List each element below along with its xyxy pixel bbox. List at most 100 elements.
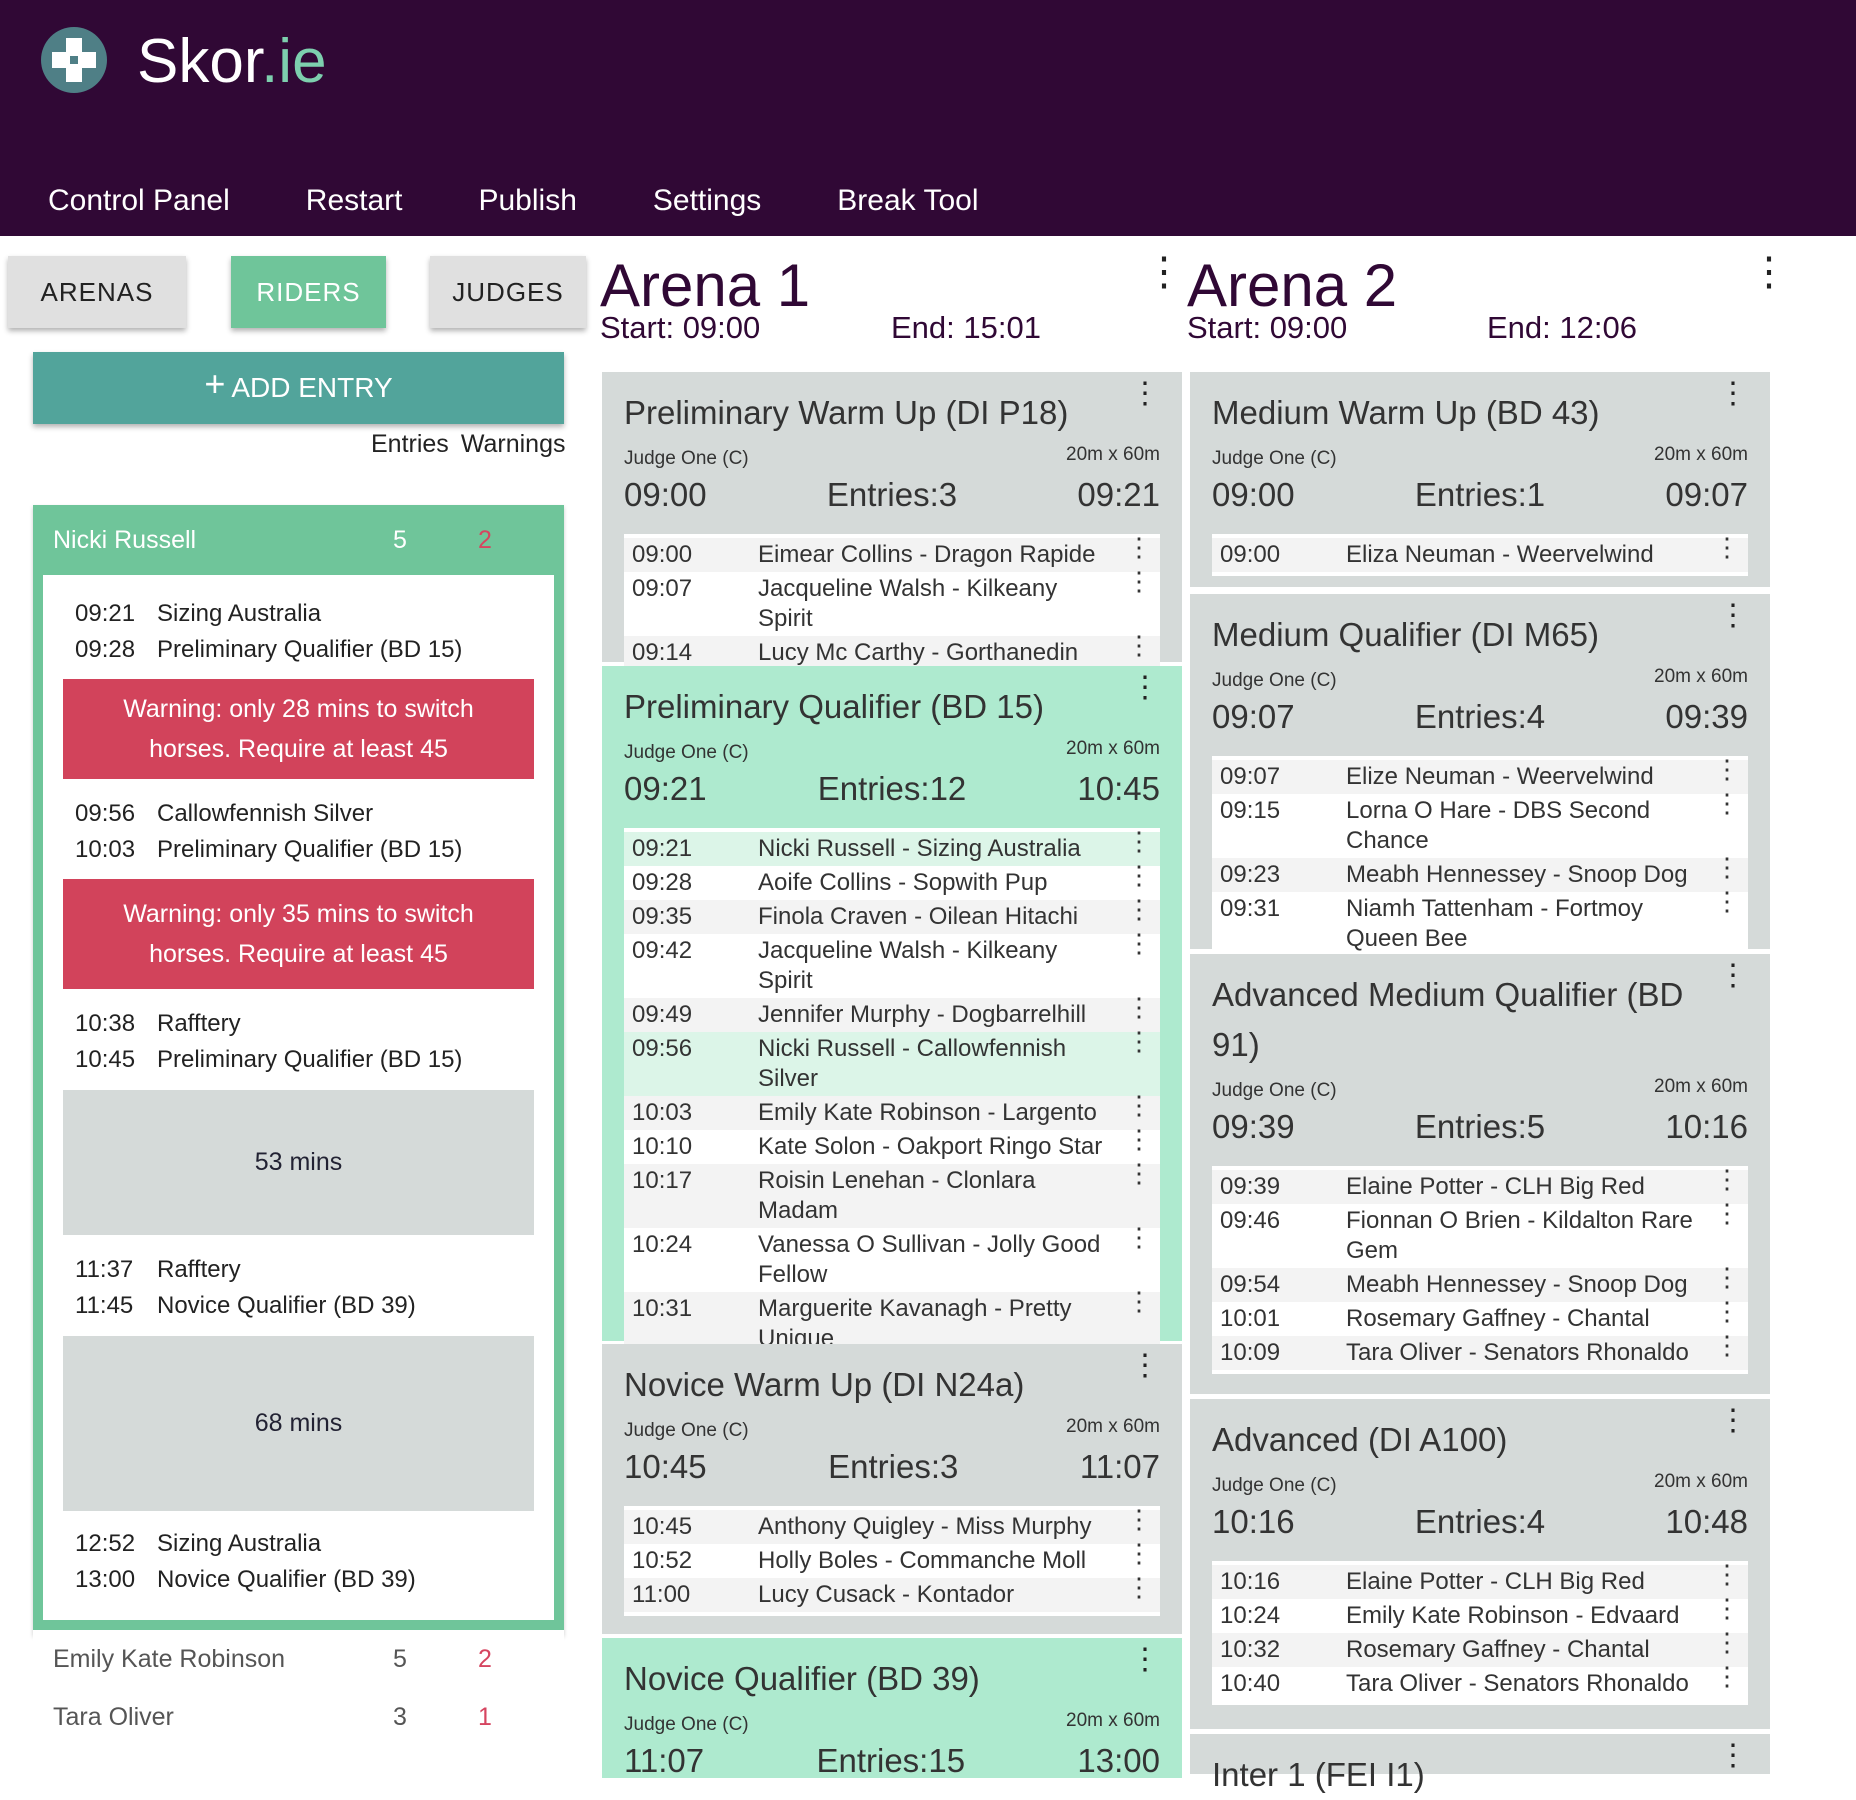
entry-row[interactable]: 09:54 Meabh Hennessey - Snoop Dog ⋮ bbox=[1212, 1262, 1748, 1302]
entry-row[interactable]: 10:24 Vanessa O Sullivan - Jolly Good Fel… bbox=[624, 1222, 1160, 1292]
class-card[interactable]: Preliminary Warm Up (DI P18) ⋮ Judge One (… bbox=[602, 372, 1182, 704]
entry-row[interactable]: 09:07 Elize Neuman - Weervelwind ⋮ bbox=[1212, 754, 1748, 794]
ride-horse-line: 09:56 Callowfennish Silver bbox=[75, 800, 374, 827]
class-menu-icon[interactable]: ⋮ bbox=[1718, 1404, 1748, 1437]
entry-menu-icon[interactable]: ⋮ bbox=[1126, 992, 1152, 1022]
entry-menu-icon[interactable]: ⋮ bbox=[1126, 532, 1152, 562]
entry-menu-icon[interactable]: ⋮ bbox=[1126, 1504, 1152, 1534]
entry-row[interactable]: 09:35 Finola Craven - Oilean Hitachi ⋮ bbox=[624, 894, 1160, 934]
entry-row[interactable]: 09:23 Meabh Hennessey - Snoop Dog ⋮ bbox=[1212, 852, 1748, 892]
class-menu-icon[interactable]: ⋮ bbox=[1718, 1739, 1748, 1772]
entry-row[interactable]: 09:39 Elaine Potter - CLH Big Red ⋮ bbox=[1212, 1164, 1748, 1204]
class-card[interactable]: Novice Qualifier (BD 39) ⋮ Judge One (C) 20… bbox=[602, 1638, 1182, 1779]
arena-menu-icon[interactable]: ⋮ bbox=[1749, 250, 1789, 294]
entry-row[interactable]: 10:09 Tara Oliver - Senators Rhonaldo ⋮ bbox=[1212, 1330, 1748, 1370]
entry-time: 09:39 bbox=[1220, 1173, 1281, 1200]
class-card[interactable]: Medium Warm Up (BD 43) ⋮ Judge One (C) 20m … bbox=[1190, 372, 1770, 587]
nav-control-panel[interactable]: Control Panel bbox=[48, 184, 230, 217]
entry-menu-icon[interactable]: ⋮ bbox=[1126, 894, 1152, 924]
entry-menu-icon[interactable]: ⋮ bbox=[1714, 1559, 1740, 1589]
class-end-time: 10:16 bbox=[1665, 1108, 1748, 1145]
entry-menu-icon[interactable]: ⋮ bbox=[1714, 886, 1740, 916]
entry-menu-icon[interactable]: ⋮ bbox=[1714, 1296, 1740, 1326]
entry-row[interactable]: 10:03 Emily Kate Robinson - Largento ⋮ bbox=[624, 1090, 1160, 1130]
entry-menu-icon[interactable]: ⋮ bbox=[1126, 566, 1152, 596]
class-card[interactable]: Preliminary Qualifier (BD 15) ⋮ Judge One … bbox=[602, 666, 1182, 1394]
entry-menu-icon[interactable]: ⋮ bbox=[1714, 532, 1740, 562]
entry-row[interactable]: 09:42 Jacqueline Walsh - Kilkeany Spirit ⋮ bbox=[624, 928, 1160, 998]
entry-menu-icon[interactable]: ⋮ bbox=[1126, 928, 1152, 958]
class-menu-icon[interactable]: ⋮ bbox=[1718, 959, 1748, 992]
selected-rider-header[interactable]: Nicki Russell 5 2 bbox=[33, 505, 564, 575]
entry-row[interactable]: 10:10 Kate Solon - Oakport Ringo Star ⋮ bbox=[624, 1124, 1160, 1164]
class-card[interactable]: Advanced (DI A100) ⋮ Judge One (C) 20m x 60… bbox=[1190, 1399, 1770, 1729]
class-end-time: 09:07 bbox=[1665, 476, 1748, 513]
entry-rider-horse: Jennifer Murphy - Dogbarrelhill bbox=[758, 1001, 1087, 1028]
class-menu-icon[interactable]: ⋮ bbox=[1130, 1349, 1160, 1382]
class-card[interactable]: Inter 1 (FEI I1) ⋮ bbox=[1190, 1734, 1770, 1793]
add-entry-button[interactable]: + ADD ENTRY bbox=[33, 352, 564, 424]
entry-row[interactable]: 09:49 Jennifer Murphy - Dogbarrelhill ⋮ bbox=[624, 992, 1160, 1032]
entry-row[interactable]: 09:07 Jacqueline Walsh - Kilkeany Spirit ⋮ bbox=[624, 566, 1160, 636]
entry-row[interactable]: 09:00 Eimear Collins - Dragon Rapide ⋮ bbox=[624, 532, 1160, 572]
nav-restart[interactable]: Restart bbox=[305, 184, 403, 217]
class-card[interactable]: Novice Warm Up (DI N24a) ⋮ Judge One (C) 20… bbox=[602, 1344, 1182, 1634]
rider-name: Nicki Russell bbox=[53, 525, 197, 554]
rider-list-item[interactable]: Emily Kate Robinson 5 2 bbox=[33, 1630, 564, 1688]
entry-row[interactable]: 09:31 Niamh Tattenham - Fortmoy Queen Bee… bbox=[1212, 886, 1748, 956]
entry-menu-icon[interactable]: ⋮ bbox=[1126, 1124, 1152, 1154]
entry-menu-icon[interactable]: ⋮ bbox=[1714, 852, 1740, 882]
entry-menu-icon[interactable]: ⋮ bbox=[1126, 630, 1152, 660]
entry-menu-icon[interactable]: ⋮ bbox=[1714, 788, 1740, 818]
entry-row[interactable]: 10:16 Elaine Potter - CLH Big Red ⋮ bbox=[1212, 1559, 1748, 1599]
entry-menu-icon[interactable]: ⋮ bbox=[1714, 1661, 1740, 1691]
tab-judges[interactable]: JUDGES bbox=[430, 256, 586, 328]
entry-menu-icon[interactable]: ⋮ bbox=[1126, 1026, 1152, 1056]
nav-publish[interactable]: Publish bbox=[478, 184, 577, 217]
entry-menu-icon[interactable]: ⋮ bbox=[1126, 1572, 1152, 1602]
arena-menu-icon[interactable]: ⋮ bbox=[1144, 250, 1184, 294]
entry-menu-icon[interactable]: ⋮ bbox=[1126, 1222, 1152, 1252]
entry-menu-icon[interactable]: ⋮ bbox=[1714, 1593, 1740, 1623]
entry-menu-icon[interactable]: ⋮ bbox=[1714, 1198, 1740, 1228]
nav-break-tool[interactable]: Break Tool bbox=[837, 184, 979, 217]
entry-menu-icon[interactable]: ⋮ bbox=[1126, 1090, 1152, 1120]
entry-row[interactable]: 10:01 Rosemary Gaffney - Chantal ⋮ bbox=[1212, 1296, 1748, 1336]
entry-menu-icon[interactable]: ⋮ bbox=[1714, 754, 1740, 784]
class-menu-icon[interactable]: ⋮ bbox=[1130, 1643, 1160, 1676]
class-card[interactable]: Advanced Medium Qualifier (BD 91) ⋮ Judge … bbox=[1190, 954, 1770, 1394]
entry-row[interactable]: 09:56 Nicki Russell - Callowfennish Silve… bbox=[624, 1026, 1160, 1096]
entry-menu-icon[interactable]: ⋮ bbox=[1126, 860, 1152, 890]
entry-row[interactable]: 10:40 Tara Oliver - Senators Rhonaldo ⋮ bbox=[1212, 1661, 1748, 1701]
entry-row[interactable]: 09:15 Lorna O Hare - DBS Second Chance ⋮ bbox=[1212, 788, 1748, 858]
entry-menu-icon[interactable]: ⋮ bbox=[1714, 1164, 1740, 1194]
entry-menu-icon[interactable]: ⋮ bbox=[1714, 1330, 1740, 1360]
class-menu-icon[interactable]: ⋮ bbox=[1718, 377, 1748, 410]
entry-menu-icon[interactable]: ⋮ bbox=[1714, 1627, 1740, 1657]
entry-row[interactable]: 10:52 Holly Boles - Commanche Moll ⋮ bbox=[624, 1538, 1160, 1578]
entry-row[interactable]: 10:24 Emily Kate Robinson - Edvaard ⋮ bbox=[1212, 1593, 1748, 1633]
entry-row[interactable]: 10:32 Rosemary Gaffney - Chantal ⋮ bbox=[1212, 1627, 1748, 1667]
class-menu-icon[interactable]: ⋮ bbox=[1130, 377, 1160, 410]
entry-menu-icon[interactable]: ⋮ bbox=[1126, 1538, 1152, 1568]
entry-menu-icon[interactable]: ⋮ bbox=[1714, 1262, 1740, 1292]
entry-menu-icon[interactable]: ⋮ bbox=[1126, 1158, 1152, 1188]
nav-settings[interactable]: Settings bbox=[652, 184, 762, 217]
entry-row[interactable]: 09:21 Nicki Russell - Sizing Australia ⋮ bbox=[624, 826, 1160, 866]
entry-menu-icon[interactable]: ⋮ bbox=[1126, 826, 1152, 856]
class-menu-icon[interactable]: ⋮ bbox=[1130, 671, 1160, 704]
class-card[interactable]: Medium Qualifier (DI M65) ⋮ Judge One (C) 2… bbox=[1190, 594, 1770, 960]
entry-menu-icon[interactable]: ⋮ bbox=[1126, 1286, 1152, 1316]
tab-riders[interactable]: RIDERS bbox=[231, 256, 386, 328]
rider-list-item[interactable]: Tara Oliver 3 1 bbox=[33, 1688, 564, 1746]
entry-row[interactable]: 10:17 Roisin Lenehan - Clonlara Madam ⋮ bbox=[624, 1158, 1160, 1228]
tab-arenas[interactable]: ARENAS bbox=[8, 256, 186, 328]
entry-row[interactable]: 10:45 Anthony Quigley - Miss Murphy ⋮ bbox=[624, 1504, 1160, 1544]
entry-row[interactable]: 09:00 Eliza Neuman - Weervelwind ⋮ bbox=[1212, 532, 1748, 572]
entry-row[interactable]: 09:46 Fionnan O Brien - Kildalton Rare Ge… bbox=[1212, 1198, 1748, 1268]
class-title: Advanced Medium Qualifier (BD 91) bbox=[1212, 976, 1684, 1063]
brand-logo-text[interactable]: Skor.ie bbox=[137, 27, 327, 96]
entry-row[interactable]: 11:00 Lucy Cusack - Kontador ⋮ bbox=[624, 1572, 1160, 1612]
class-menu-icon[interactable]: ⋮ bbox=[1718, 599, 1748, 632]
entry-row[interactable]: 09:28 Aoife Collins - Sopwith Pup ⋮ bbox=[624, 860, 1160, 900]
